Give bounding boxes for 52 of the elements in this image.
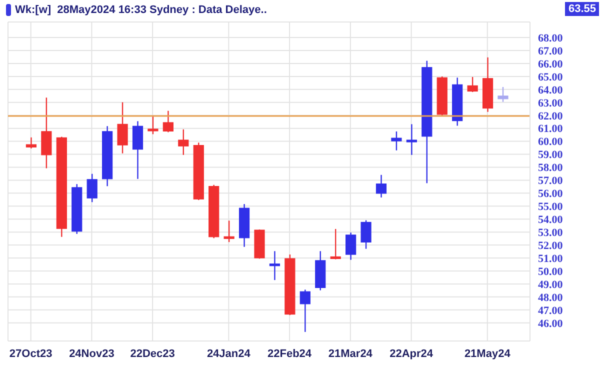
y-tick-label: 54.00 [538,214,564,226]
y-tick-label: 52.00 [538,240,564,252]
x-tick-label: 22Dec23 [130,348,175,360]
candlestick [162,110,174,133]
y-tick-label: 67.00 [538,45,564,58]
candlestick [178,128,189,156]
y-tick-label: 50.00 [538,266,564,278]
candlestick [86,173,98,203]
candlestick [346,232,356,260]
y-tick-label: 66.00 [538,58,564,70]
y-tick-label: 55.00 [538,201,564,214]
y-tick-label: 63.00 [538,97,564,110]
y-tick-label: 62.00 [538,110,564,122]
y-tick-label: 58.00 [538,162,564,174]
candlestick [26,136,37,150]
candlestick [300,289,310,333]
chart-title: Wk:[w] 28May2024 16:33 Sydney : Data Delaye.. [15,4,267,16]
candlestick [224,220,234,243]
x-tick-label: 24Jan24 [206,348,252,360]
y-tick-label: 46.00 [538,318,564,330]
candlestick [41,97,52,169]
y-tick-label: 68.00 [538,32,564,44]
candlestick [498,86,508,102]
text: 63.55 [565,2,599,16]
x-tick-label: 22Feb24 [268,348,312,360]
candlestick [330,228,341,260]
y-tick-label: 56.00 [538,188,564,200]
candlestick [117,102,128,154]
candlestick [148,114,158,135]
y-tick-label: 48.00 [538,292,564,304]
x-tick-label: 22Apr24 [390,348,434,360]
y-tick-label: 49.00 [538,278,564,291]
candlestick [391,130,402,151]
x-tick-label: 21Mar24 [328,348,374,360]
y-tick-label: 59.00 [538,149,564,162]
y-tick-label: 51.00 [538,252,564,265]
x-tick-label: 21May24 [464,348,512,360]
x-tick-label: 24Nov23 [69,348,114,360]
candlestick [269,250,280,281]
y-tick-label: 57.00 [538,175,564,188]
candlestick [406,124,417,156]
y-tick-label: 60.00 [538,136,564,148]
y-tick-label: 64.00 [538,84,564,96]
candlestick [360,220,372,250]
y-tick-label: 61.00 [538,123,564,136]
candlestick [467,76,478,93]
y-tick-label: 53.00 [538,226,564,239]
y-tick-label: 47.00 [538,304,564,317]
candlestick [132,120,144,180]
x-tick-label: 27Oct23 [9,348,52,360]
y-tick-label: 65.00 [538,71,564,84]
candlestick [376,174,387,198]
